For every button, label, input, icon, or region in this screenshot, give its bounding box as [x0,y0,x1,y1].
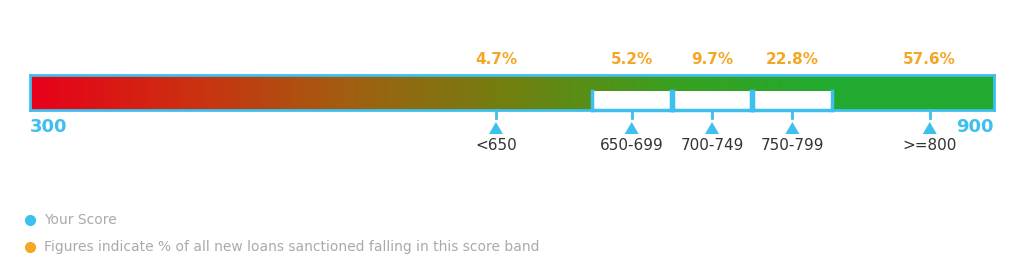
Bar [592,91,671,110]
Text: Your Score: Your Score [44,213,117,227]
Text: 22.8%: 22.8% [766,52,819,67]
Text: 700-749: 700-749 [680,138,743,153]
Polygon shape [923,122,937,134]
Polygon shape [706,122,719,134]
Text: 900: 900 [956,118,994,136]
Text: 57.6%: 57.6% [903,52,956,67]
Polygon shape [625,122,639,134]
Bar [753,91,831,110]
Text: 300: 300 [30,118,68,136]
Text: >=800: >=800 [902,138,956,153]
Text: 5.2%: 5.2% [610,52,653,67]
Bar [673,91,752,110]
Text: Figures indicate % of all new loans sanctioned falling in this score band: Figures indicate % of all new loans sanc… [44,240,540,254]
Text: 750-799: 750-799 [761,138,824,153]
Text: 650-699: 650-699 [600,138,664,153]
Polygon shape [785,122,800,134]
Text: <650: <650 [475,138,517,153]
Text: 9.7%: 9.7% [691,52,733,67]
Text: 4.7%: 4.7% [475,52,517,67]
Polygon shape [488,122,503,134]
